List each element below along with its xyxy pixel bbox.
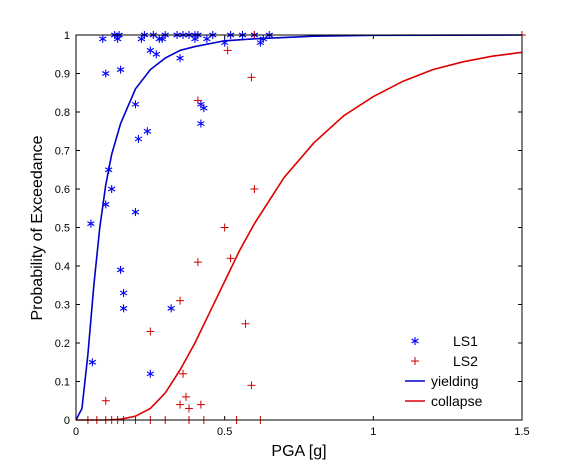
- legend-label-LS1: LS1: [453, 333, 478, 349]
- y-tick-label-4: 0.4: [55, 261, 70, 273]
- point-ls1-27: [167, 304, 175, 313]
- legend-entry-yielding: yielding: [405, 373, 478, 389]
- point-ls2-18: [193, 96, 202, 105]
- point-ls1-13: [119, 304, 128, 313]
- point-ls2-17: [193, 258, 202, 267]
- point-ls1-29: [176, 54, 184, 63]
- y-tick-label-3: 0.3: [55, 300, 70, 312]
- point-ls2-25: [241, 319, 250, 328]
- legend-entry-LS2: LS2: [411, 353, 478, 369]
- x-tick-label-1: 0.5: [217, 426, 232, 438]
- point-ls1-36: [197, 119, 205, 128]
- y-tick-label-6: 0.6: [55, 184, 70, 196]
- point-ls2-22: [223, 46, 232, 55]
- point-ls2-14: [182, 392, 191, 401]
- point-ls2-29: [250, 185, 259, 193]
- point-ls1-37: [200, 104, 208, 113]
- point-ls1-4: [101, 69, 110, 78]
- axes: 0 0.5 1 1.5 0 0.1 0.2 0.3 0.4 0.5 0.6 0.7 0.8 0.9 1: [55, 30, 530, 438]
- legend-label-yielding: yielding: [431, 373, 478, 389]
- point-ls1-14: [131, 100, 140, 109]
- y-tick-label-8: 0.8: [55, 107, 70, 119]
- point-ls1-10: [116, 65, 125, 74]
- point-ls2-11: [176, 400, 185, 409]
- plot-area: [76, 35, 522, 420]
- point-ls2-13: [179, 369, 188, 378]
- series-line-collapse: [76, 51, 523, 421]
- point-ls1-1: [88, 358, 97, 367]
- y-tick-label-9: 0.9: [55, 69, 70, 81]
- point-ls1-12: [119, 288, 128, 297]
- point-ls2-16: [184, 404, 193, 413]
- legend-entry-collapse: collapse: [405, 393, 483, 409]
- point-ls1-11: [116, 265, 125, 274]
- point-ls1-0: [87, 219, 95, 228]
- x-tick-label-2: 1: [370, 426, 376, 438]
- point-ls1-19: [143, 127, 152, 136]
- point-ls2-27: [247, 73, 256, 82]
- point-ls2-19: [196, 400, 205, 409]
- y-tick-label-5: 0.5: [55, 223, 70, 235]
- point-ls1-21: [146, 369, 155, 378]
- point-ls2-23: [226, 254, 235, 263]
- point-ls1-23: [152, 50, 161, 59]
- legend-label-collapse: collapse: [431, 393, 483, 409]
- y-tick-label-7: 0.7: [55, 146, 70, 158]
- x-tick-label-3: 1.5: [514, 426, 529, 438]
- x-tick-label-0: 0: [73, 426, 79, 438]
- point-ls2-12: [176, 296, 185, 305]
- point-ls2-3: [101, 396, 110, 405]
- point-ls1-24: [155, 34, 163, 43]
- y-tick-label-0: 0: [64, 415, 70, 427]
- y-tick-label-10: 1: [64, 30, 70, 42]
- legend-label-LS2: LS2: [453, 353, 478, 369]
- point-ls1-16: [134, 134, 143, 143]
- x-axis-title: PGA [g]: [271, 443, 326, 460]
- point-ls1-2: [99, 34, 107, 43]
- point-ls2-26: [247, 381, 256, 390]
- y-axis-title: Probability of Exceedance: [29, 135, 46, 320]
- point-ls1-38: [203, 34, 211, 43]
- legend-entry-LS1: LS1: [411, 333, 478, 349]
- point-ls1-20: [146, 46, 155, 55]
- y-tick-label-2: 0.2: [55, 338, 70, 350]
- legend: LS1 LS2 yielding collapse: [405, 333, 483, 409]
- point-ls1-6: [107, 185, 116, 193]
- point-ls1-15: [131, 208, 140, 217]
- point-ls2-21: [220, 223, 229, 232]
- y-tick-label-1: 0.1: [55, 377, 70, 389]
- series-line-yielding: [75, 34, 523, 421]
- point-ls2-9: [146, 327, 155, 336]
